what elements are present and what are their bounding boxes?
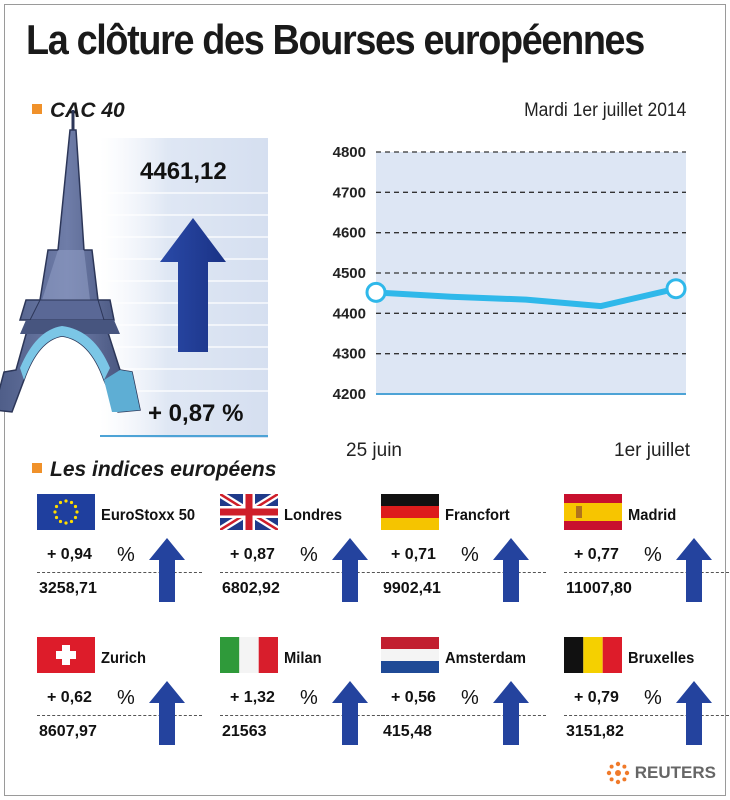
date-label: Mardi 1er juillet 2014 xyxy=(523,100,686,121)
index-card: Londres + 0,87% 6802,92 xyxy=(220,494,390,614)
index-card: EuroStoxx 50 + 0,94% 3258,71 xyxy=(37,494,207,614)
index-change: + 0,62 xyxy=(47,689,92,706)
index-name: Zurich xyxy=(101,650,146,667)
index-card: Milan + 1,32% 21563 xyxy=(220,637,390,757)
percent-sign: % xyxy=(300,687,318,709)
index-change: + 1,32 xyxy=(230,689,275,706)
index-value: 3258,71 xyxy=(39,580,97,597)
up-arrow-icon xyxy=(676,681,712,745)
y-tick-label: 4200 xyxy=(333,386,366,403)
index-card: Amsterdam + 0,56% 415,48 xyxy=(381,637,551,757)
y-axis-ticks: 4200 4300 4400 4500 4600 4700 4800 xyxy=(333,144,366,403)
up-arrow-icon xyxy=(332,538,368,602)
cac-value: 4461,12 xyxy=(140,158,227,185)
cac-panel xyxy=(0,110,268,438)
up-arrow-icon xyxy=(149,681,185,745)
percent-sign: % xyxy=(461,687,479,709)
index-change: + 0,94 xyxy=(47,546,92,563)
reuters-text: REUTERS xyxy=(634,763,716,782)
up-arrow-icon xyxy=(149,538,185,602)
index-value: 3151,82 xyxy=(566,723,624,740)
index-value: 8607,97 xyxy=(39,723,97,740)
percent-sign: % xyxy=(117,687,135,709)
orange-square-icon xyxy=(32,104,42,115)
index-name: Milan xyxy=(284,650,322,667)
percent-sign: % xyxy=(644,544,662,566)
germany-flag-icon xyxy=(381,494,439,530)
series-line xyxy=(375,285,677,310)
dashed-divider xyxy=(381,572,546,573)
index-card: Zurich + 0,62% 8607,97 xyxy=(37,637,207,757)
cac-series xyxy=(365,278,687,310)
index-value: 415,48 xyxy=(383,723,432,740)
orange-square-icon xyxy=(32,463,42,474)
europe-label: Les indices européens xyxy=(50,458,277,481)
percent-sign: % xyxy=(644,687,662,709)
index-change: + 0,71 xyxy=(391,546,436,563)
index-name: Amsterdam xyxy=(445,650,526,667)
dashed-divider xyxy=(564,715,729,716)
dashed-divider xyxy=(220,572,385,573)
index-value: 6802,92 xyxy=(222,580,280,597)
index-change: + 0,87 xyxy=(230,546,275,563)
index-name: Francfort xyxy=(445,507,510,524)
index-value: 21563 xyxy=(222,723,267,740)
series-endpoint xyxy=(365,281,387,303)
index-name: Madrid xyxy=(628,507,677,524)
switzerland-flag-icon xyxy=(37,637,95,673)
index-value: 9902,41 xyxy=(383,580,441,597)
chart-grid xyxy=(376,151,686,395)
cac-section-label: CAC 40 xyxy=(32,99,125,123)
index-name: EuroStoxx 50 xyxy=(101,507,196,524)
reuters-credit: REUTERS xyxy=(605,760,716,786)
up-arrow-icon xyxy=(493,681,529,745)
europe-section-label: Les indices européens xyxy=(32,458,276,482)
index-value: 11007,80 xyxy=(566,580,632,597)
y-tick-label: 4400 xyxy=(333,305,366,322)
up-arrow-icon xyxy=(676,538,712,602)
index-change: + 0,79 xyxy=(574,689,619,706)
spain-flag-icon xyxy=(564,494,622,530)
eiffel-tower-icon xyxy=(0,110,141,413)
dashed-divider xyxy=(37,572,202,573)
index-card: Bruxelles + 0,79% 3151,82 xyxy=(564,637,730,757)
main-title: La clôture des Bourses européennes xyxy=(26,16,645,63)
x-end-label: 1er juillet xyxy=(614,440,691,461)
eu-flag-icon xyxy=(37,494,95,530)
percent-sign: % xyxy=(117,544,135,566)
cac-change: + 0,87 % xyxy=(148,400,244,427)
y-tick-label: 4700 xyxy=(333,184,366,201)
index-card: Madrid + 0,77% 11007,80 xyxy=(564,494,730,614)
up-arrow-icon xyxy=(332,681,368,745)
cac-label: CAC 40 xyxy=(50,99,125,122)
up-arrow-icon xyxy=(493,538,529,602)
dashed-divider xyxy=(381,715,546,716)
cac-panel-lines xyxy=(105,192,268,392)
index-card: Francfort + 0,71% 9902,41 xyxy=(381,494,551,614)
italy-flag-icon xyxy=(220,637,278,673)
netherlands-flag-icon xyxy=(381,637,439,673)
dashed-divider xyxy=(564,572,729,573)
percent-sign: % xyxy=(300,544,318,566)
dashed-divider xyxy=(220,715,385,716)
index-change: + 0,77 xyxy=(574,546,619,563)
y-tick-label: 4600 xyxy=(333,225,366,242)
y-tick-label: 4300 xyxy=(333,346,366,363)
uk-flag-icon xyxy=(220,494,278,530)
index-change: + 0,56 xyxy=(391,689,436,706)
belgium-flag-icon xyxy=(564,637,622,673)
index-name: Bruxelles xyxy=(628,650,695,667)
y-tick-label: 4500 xyxy=(333,265,366,282)
reuters-logo-icon xyxy=(606,761,629,785)
dashed-divider xyxy=(37,715,202,716)
y-tick-label: 4800 xyxy=(333,144,366,161)
cac-up-arrow-icon xyxy=(160,218,226,352)
index-name: Londres xyxy=(284,507,343,524)
percent-sign: % xyxy=(461,544,479,566)
x-start-label: 25 juin xyxy=(346,440,402,461)
series-endpoint xyxy=(665,278,687,300)
